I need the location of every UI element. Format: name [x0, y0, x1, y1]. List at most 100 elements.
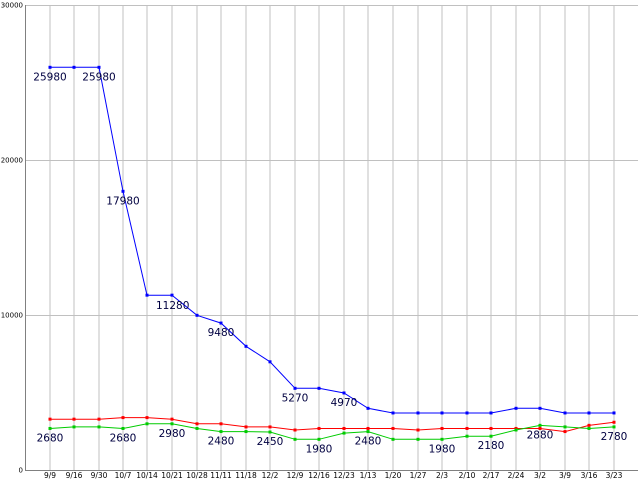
data-label: 2680 [110, 432, 137, 444]
x-tick-label: 11/11 [210, 471, 232, 480]
data-point [587, 411, 591, 415]
data-point [587, 423, 591, 427]
series-line [50, 417, 615, 433]
data-point [440, 411, 444, 415]
data-point [170, 417, 174, 421]
data-point [145, 416, 149, 420]
data-point [219, 321, 223, 325]
data-point [366, 426, 370, 430]
y-tick-label: 20000 [1, 157, 23, 165]
data-point [268, 360, 272, 364]
data-point [489, 426, 493, 430]
data-point [195, 313, 199, 317]
x-tick-label: 2/3 [436, 471, 448, 480]
data-label: 25980 [82, 71, 115, 83]
data-point [391, 437, 395, 441]
x-tick-label: 3/2 [534, 471, 546, 480]
data-point [317, 426, 321, 430]
data-point [317, 386, 321, 390]
data-point [293, 386, 297, 390]
data-point [612, 425, 616, 429]
x-tick-label: 3/9 [559, 471, 571, 480]
data-label: 25980 [33, 71, 66, 83]
data-point [48, 417, 52, 421]
data-point [612, 411, 616, 415]
data-label: 2880 [527, 429, 554, 441]
data-point [97, 425, 101, 429]
x-tick-label: 9/30 [91, 471, 108, 480]
data-point [440, 437, 444, 441]
data-point [465, 434, 469, 438]
data-point [587, 426, 591, 430]
data-point [268, 430, 272, 434]
data-point [293, 428, 297, 432]
series-line [49, 423, 615, 440]
y-tick-label: 30000 [1, 2, 23, 10]
data-point [195, 426, 199, 430]
data-point [391, 426, 395, 430]
data-point [48, 426, 52, 430]
x-tick-label: 10/14 [136, 471, 158, 480]
data-point [268, 425, 272, 429]
data-point [489, 411, 493, 415]
data-label: 2980 [159, 428, 186, 440]
data-point [465, 426, 469, 430]
data-point [342, 391, 346, 395]
data-point [170, 293, 174, 297]
data-point [514, 428, 518, 432]
x-tick-label: 2/10 [459, 471, 476, 480]
data-label: 2780 [601, 431, 628, 443]
data-point [563, 425, 567, 429]
data-label: 9480 [208, 327, 235, 339]
x-tick-label: 9/9 [44, 471, 56, 480]
data-label: 5270 [282, 392, 309, 404]
x-tick-label: 12/16 [308, 471, 330, 480]
data-label: 2480 [355, 436, 382, 448]
x-tick-label: 1/27 [410, 471, 427, 480]
x-tick-label: 12/2 [262, 471, 279, 480]
data-point [121, 416, 125, 420]
data-point [244, 430, 248, 434]
data-point [72, 65, 76, 69]
data-point [72, 417, 76, 421]
x-tick-label: 10/7 [115, 471, 132, 480]
data-point [244, 344, 248, 348]
data-label: 2680 [37, 432, 64, 444]
x-tick-label: 3/23 [606, 471, 623, 480]
data-point [440, 426, 444, 430]
data-point [538, 426, 542, 430]
data-label: 1980 [429, 443, 456, 455]
x-tick-label: 10/21 [161, 471, 183, 480]
data-point [219, 430, 223, 434]
x-tick-label: 9/16 [66, 471, 83, 480]
data-point [416, 428, 420, 432]
data-point [514, 406, 518, 410]
data-point [219, 422, 223, 426]
data-point [366, 406, 370, 410]
data-point [538, 423, 542, 427]
data-point [391, 411, 395, 415]
data-point [145, 422, 149, 426]
data-point [514, 426, 518, 430]
data-point [97, 417, 101, 421]
data-point [317, 437, 321, 441]
x-tick-label: 2/24 [508, 471, 525, 480]
x-tick-label: 11/18 [235, 471, 257, 480]
data-point [121, 426, 125, 430]
data-point [48, 65, 52, 69]
data-point [195, 422, 199, 426]
data-point [489, 434, 493, 438]
data-label: 2450 [257, 436, 284, 448]
series-line [50, 66, 614, 414]
y-tick-label: 10000 [1, 312, 23, 320]
data-point [72, 425, 76, 429]
data-point [342, 431, 346, 435]
data-label: 1980 [306, 443, 333, 455]
data-point [612, 420, 616, 424]
data-point [416, 411, 420, 415]
x-tick-label: 2/17 [483, 471, 500, 480]
data-label: 2480 [208, 436, 235, 448]
data-point [293, 437, 297, 441]
data-point [145, 293, 149, 297]
